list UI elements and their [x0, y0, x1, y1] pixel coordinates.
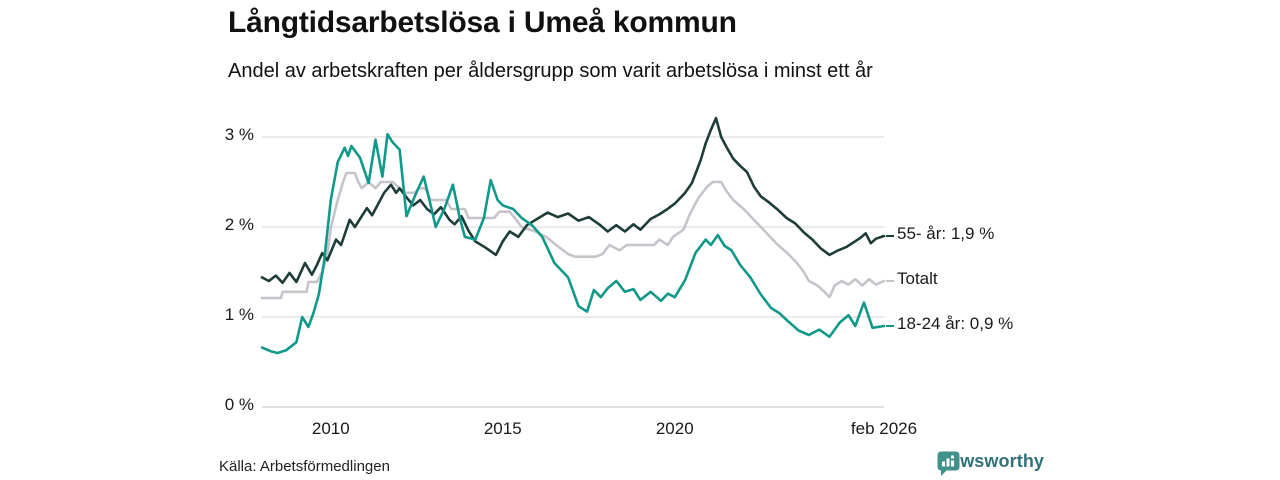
- series-end-label: 18-24 år: 0,9 %: [897, 314, 1014, 333]
- chart-subtitle: Andel av arbetskraften per åldersgrupp s…: [228, 60, 873, 82]
- series-line-18-24r: [260, 133, 886, 355]
- series-end-label: 55- år: 1,9 %: [897, 224, 995, 243]
- newsworthy-icon: [937, 451, 960, 476]
- page-title: Långtidsarbetslösa i Umeå kommun: [228, 6, 737, 39]
- x-axis-tick-label: 2015: [483, 419, 522, 438]
- y-axis-tick-label: 2 %: [224, 215, 254, 234]
- series-line-55-r: [260, 116, 886, 285]
- x-axis-tick-label: feb 2026: [850, 419, 918, 438]
- series-end-label: Totalt: [897, 269, 938, 288]
- y-axis-tick-label: 1 %: [224, 305, 254, 324]
- brand-logo: Newsworthy: [937, 451, 1045, 476]
- series-line-Totalt: [260, 171, 886, 300]
- brand-wordmark: Newsworthy: [937, 451, 1045, 471]
- source-note: Källa: Arbetsförmedlingen: [219, 458, 390, 475]
- y-axis-tick-label: 0 %: [224, 395, 254, 414]
- x-axis-tick-label: 2010: [311, 419, 350, 438]
- x-axis-tick-label: 2020: [655, 419, 694, 438]
- y-axis-tick-label: 3 %: [224, 125, 254, 144]
